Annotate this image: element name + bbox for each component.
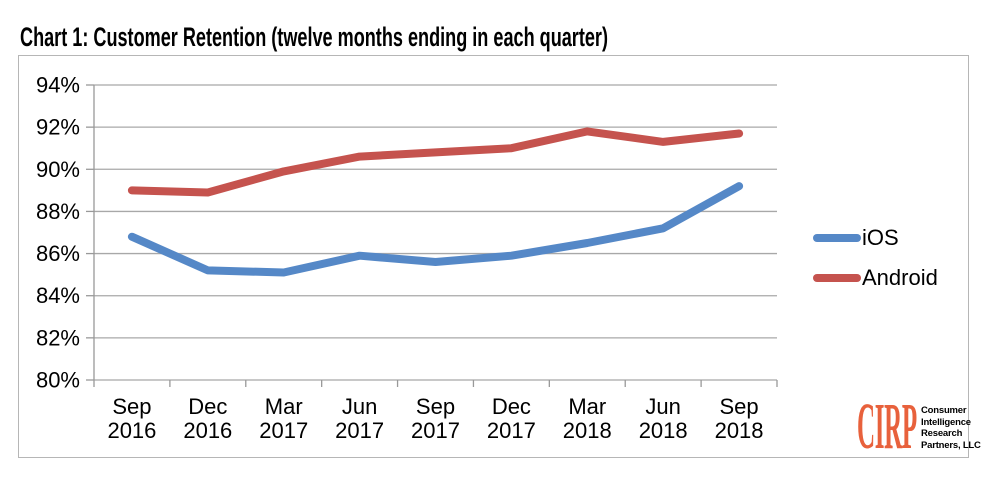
y-tick-label: 82% [36, 325, 80, 350]
x-tick-label: Sep 2016 [107, 394, 156, 443]
y-tick-label: 94% [36, 73, 80, 98]
y-tick-label: 84% [36, 283, 80, 308]
cirp-logo-brand: CIRP [857, 390, 917, 463]
cirp-logo-line: Intelligence [921, 416, 971, 428]
x-tick-label: Sep 2018 [715, 394, 764, 443]
y-tick-label: 92% [36, 115, 80, 140]
y-tick-label: 80% [36, 368, 80, 393]
y-tick-label: 90% [36, 157, 80, 182]
legend-item-android: Android [813, 258, 938, 298]
cirp-logo: CIRP Consumer Intelligence Research Part… [857, 390, 981, 463]
x-tick-label: Mar 2017 [259, 394, 308, 443]
cirp-logo-text: Consumer Intelligence Research Partners,… [921, 405, 981, 451]
y-tick-label: 86% [36, 241, 80, 266]
cirp-logo-line: Research [921, 428, 963, 439]
chart-title: Chart 1: Customer Retention (twelve mont… [20, 22, 608, 52]
x-tick-label: Mar 2018 [563, 394, 612, 443]
y-tick-label: 88% [36, 199, 80, 224]
android-line-swatch [813, 274, 861, 282]
ios-line-swatch [813, 234, 861, 242]
legend-item-ios: iOS [813, 218, 938, 258]
x-tick-label: Jun 2018 [639, 394, 688, 443]
x-tick-label: Dec 2016 [183, 394, 232, 443]
cirp-logo-brand-box: CIRP [857, 390, 917, 463]
x-tick-label: Dec 2017 [487, 394, 536, 443]
x-tick-label: Sep 2017 [411, 394, 460, 443]
x-tick-label: Jun 2017 [335, 394, 384, 443]
ios-line [127, 182, 744, 277]
android-line [127, 127, 744, 197]
legend-label-android: Android [862, 265, 938, 290]
chart-legend: iOS Android [813, 218, 938, 298]
cirp-logo-line: Partners, LLC [921, 439, 981, 451]
cirp-logo-line: Consumer [921, 405, 967, 416]
legend-label-ios: iOS [862, 225, 899, 250]
